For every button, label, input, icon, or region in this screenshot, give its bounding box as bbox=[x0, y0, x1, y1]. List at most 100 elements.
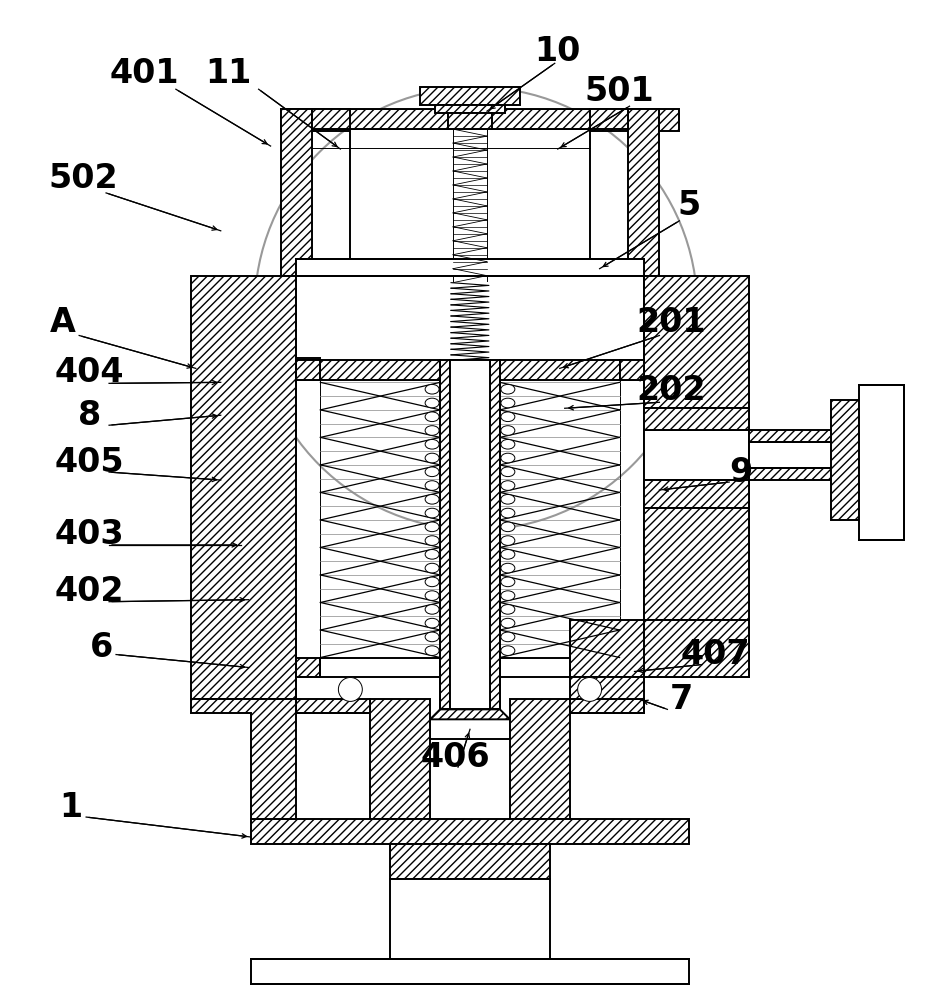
Polygon shape bbox=[251, 819, 690, 844]
Text: 1: 1 bbox=[60, 791, 83, 824]
Text: 11: 11 bbox=[206, 57, 252, 90]
Ellipse shape bbox=[500, 412, 514, 422]
Polygon shape bbox=[295, 699, 370, 713]
Polygon shape bbox=[370, 699, 430, 819]
Ellipse shape bbox=[500, 646, 514, 655]
Ellipse shape bbox=[500, 632, 514, 642]
Ellipse shape bbox=[425, 481, 439, 490]
Text: 407: 407 bbox=[680, 638, 750, 671]
Polygon shape bbox=[510, 699, 569, 819]
Polygon shape bbox=[644, 276, 749, 620]
Polygon shape bbox=[391, 879, 550, 959]
Polygon shape bbox=[312, 109, 350, 129]
Polygon shape bbox=[569, 677, 644, 699]
Polygon shape bbox=[391, 844, 550, 879]
Ellipse shape bbox=[425, 426, 439, 435]
Ellipse shape bbox=[425, 522, 439, 532]
Ellipse shape bbox=[500, 439, 514, 449]
Ellipse shape bbox=[500, 550, 514, 559]
Text: 9: 9 bbox=[730, 456, 753, 489]
Polygon shape bbox=[430, 709, 510, 719]
Ellipse shape bbox=[425, 398, 439, 408]
Ellipse shape bbox=[425, 618, 439, 628]
Polygon shape bbox=[644, 408, 749, 620]
Ellipse shape bbox=[425, 591, 439, 600]
Polygon shape bbox=[644, 508, 749, 620]
Polygon shape bbox=[644, 408, 749, 430]
Text: 5: 5 bbox=[678, 189, 701, 222]
Polygon shape bbox=[569, 699, 644, 713]
Text: 404: 404 bbox=[54, 356, 124, 389]
Bar bbox=[620, 658, 644, 677]
Bar bbox=[350, 129, 590, 276]
Text: 501: 501 bbox=[584, 75, 654, 108]
Ellipse shape bbox=[500, 536, 514, 545]
Ellipse shape bbox=[500, 481, 514, 490]
Polygon shape bbox=[831, 400, 898, 520]
Ellipse shape bbox=[500, 563, 514, 573]
Ellipse shape bbox=[500, 618, 514, 628]
Bar bbox=[295, 360, 321, 380]
Polygon shape bbox=[435, 105, 505, 113]
Ellipse shape bbox=[425, 632, 439, 642]
Ellipse shape bbox=[425, 467, 439, 477]
Polygon shape bbox=[858, 385, 904, 540]
Bar bbox=[620, 360, 644, 380]
Text: 401: 401 bbox=[109, 57, 179, 90]
Ellipse shape bbox=[425, 563, 439, 573]
Text: 406: 406 bbox=[420, 741, 490, 774]
Ellipse shape bbox=[425, 508, 439, 518]
Ellipse shape bbox=[425, 536, 439, 545]
Polygon shape bbox=[191, 276, 295, 699]
Bar bbox=[281, 109, 679, 131]
Text: 6: 6 bbox=[89, 631, 113, 664]
Polygon shape bbox=[281, 109, 312, 276]
Circle shape bbox=[338, 677, 363, 701]
Text: 201: 201 bbox=[637, 306, 706, 339]
Ellipse shape bbox=[500, 605, 514, 614]
Ellipse shape bbox=[425, 550, 439, 559]
Ellipse shape bbox=[500, 494, 514, 504]
Ellipse shape bbox=[500, 508, 514, 518]
Text: 10: 10 bbox=[535, 35, 581, 68]
Bar bbox=[321, 360, 440, 380]
Polygon shape bbox=[440, 360, 500, 709]
Ellipse shape bbox=[425, 412, 439, 422]
Polygon shape bbox=[644, 480, 749, 508]
Bar bbox=[450, 360, 490, 709]
Polygon shape bbox=[749, 430, 858, 480]
Polygon shape bbox=[569, 620, 749, 677]
Circle shape bbox=[578, 677, 601, 701]
Polygon shape bbox=[448, 113, 492, 129]
Ellipse shape bbox=[425, 384, 439, 394]
Ellipse shape bbox=[500, 384, 514, 394]
Text: 8: 8 bbox=[77, 399, 101, 432]
Ellipse shape bbox=[500, 591, 514, 600]
Ellipse shape bbox=[425, 646, 439, 655]
Text: 405: 405 bbox=[54, 446, 124, 479]
Polygon shape bbox=[627, 109, 660, 276]
Text: 403: 403 bbox=[54, 518, 124, 551]
Ellipse shape bbox=[500, 453, 514, 463]
Polygon shape bbox=[420, 87, 520, 105]
Text: 7: 7 bbox=[670, 683, 693, 716]
Polygon shape bbox=[295, 259, 644, 276]
Bar bbox=[749, 442, 858, 468]
Polygon shape bbox=[295, 259, 315, 276]
Polygon shape bbox=[590, 109, 627, 129]
Text: 502: 502 bbox=[48, 162, 118, 195]
Ellipse shape bbox=[500, 467, 514, 477]
Text: A: A bbox=[50, 306, 76, 339]
Ellipse shape bbox=[500, 577, 514, 587]
Ellipse shape bbox=[500, 398, 514, 408]
Polygon shape bbox=[624, 259, 644, 276]
Ellipse shape bbox=[425, 439, 439, 449]
Ellipse shape bbox=[425, 605, 439, 614]
Bar bbox=[295, 658, 321, 677]
Bar bbox=[500, 360, 620, 380]
Ellipse shape bbox=[425, 453, 439, 463]
Ellipse shape bbox=[425, 577, 439, 587]
Text: 202: 202 bbox=[637, 374, 706, 407]
Ellipse shape bbox=[500, 522, 514, 532]
Ellipse shape bbox=[500, 426, 514, 435]
